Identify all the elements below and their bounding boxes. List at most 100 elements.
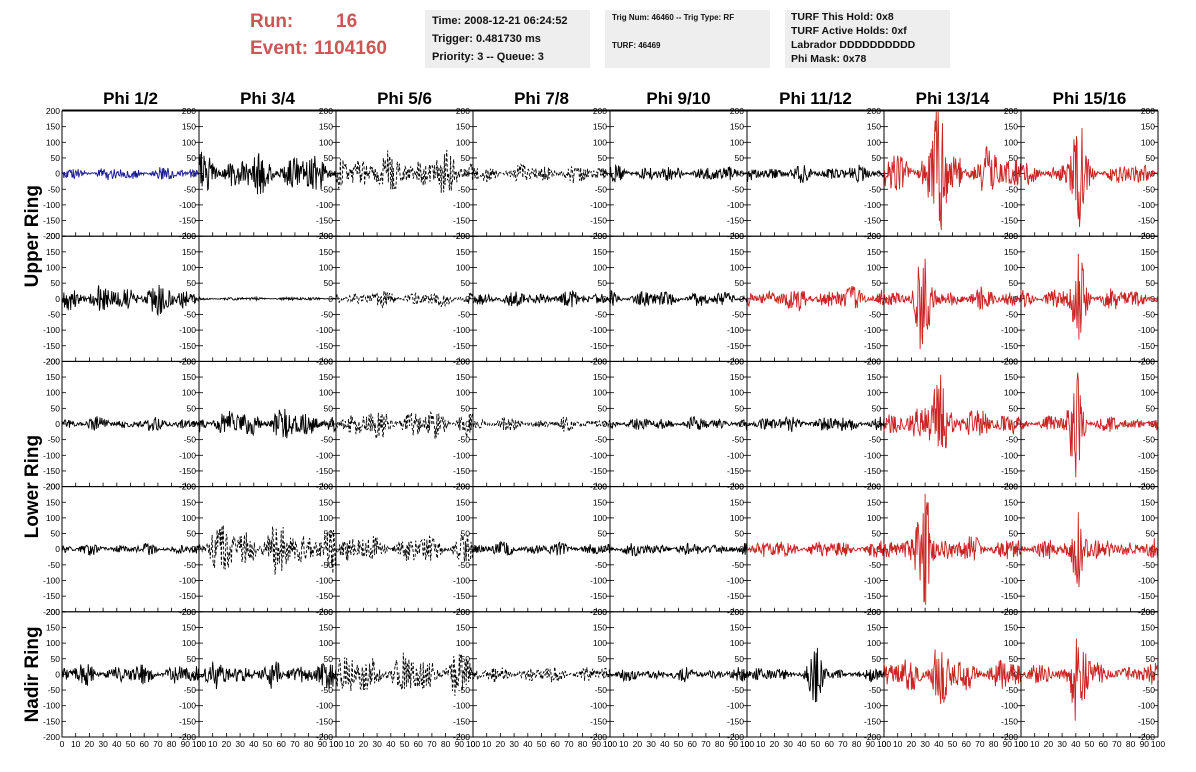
y-tick-label: -150 — [179, 216, 196, 226]
y-tick-label: -50 — [184, 435, 197, 445]
y-tick-label: 150 — [46, 497, 60, 507]
y-tick-label: -50 — [869, 309, 882, 319]
y-tick-label: 100 — [730, 263, 744, 273]
y-tick-label: -150 — [43, 466, 60, 476]
turf-text: TURF: 46469 — [612, 41, 661, 50]
y-tick-label: -50 — [1006, 685, 1019, 695]
ring-label: Upper Ring — [22, 185, 43, 287]
y-tick-label: -100 — [316, 200, 333, 210]
y-tick-label: -50 — [458, 685, 471, 695]
y-tick-label: -100 — [864, 325, 881, 335]
y-tick-label: 100 — [319, 513, 333, 523]
y-tick-label: -100 — [179, 576, 196, 586]
y-tick-label: 100 — [593, 137, 607, 147]
x-tick-label: 30 — [235, 739, 245, 749]
y-tick-label: -50 — [1006, 184, 1019, 194]
y-tick-label: 150 — [1141, 372, 1155, 382]
waveform-trace — [198, 661, 337, 690]
waveform-trace — [472, 289, 611, 308]
y-tick-label: 50 — [598, 654, 608, 664]
y-tick-label: -100 — [864, 200, 881, 210]
y-tick-label: -200 — [590, 732, 607, 742]
y-tick-label: 50 — [735, 153, 745, 163]
time-text: Time: 2008-12-21 06:24:52 — [432, 15, 568, 27]
phi-column-label: Phi 11/12 — [779, 89, 852, 108]
waveform-trace — [198, 295, 337, 302]
y-tick-label: 50 — [187, 403, 197, 413]
event-time-panel: Time: 2008-12-21 06:24:52 Trigger: 0.481… — [425, 10, 590, 68]
y-tick-label: -100 — [864, 701, 881, 711]
y-tick-label: 50 — [1009, 403, 1019, 413]
x-tick-label: 50 — [537, 739, 547, 749]
y-tick-label: 100 — [456, 263, 470, 273]
waveform-trace — [198, 151, 337, 195]
y-tick-label: 100 — [730, 388, 744, 398]
y-tick-label: 0 — [465, 419, 470, 429]
y-tick-label: -50 — [48, 184, 61, 194]
y-tick-label: -200 — [43, 607, 60, 617]
ring-label: Nadir Ring — [22, 626, 43, 722]
y-tick-label: 150 — [182, 247, 196, 257]
y-tick-label: 50 — [461, 654, 471, 664]
priority-text: Priority: 3 -- Queue: 3 — [432, 51, 544, 63]
y-tick-label: -150 — [727, 341, 744, 351]
trigger-text: Trigger: 0.481730 ms — [432, 33, 541, 45]
y-tick-label: 100 — [593, 513, 607, 523]
y-tick-label: 200 — [182, 607, 196, 617]
x-tick-label: 90 — [1003, 739, 1013, 749]
y-tick-label: 0 — [465, 294, 470, 304]
y-tick-label: -150 — [590, 716, 607, 726]
y-tick-label: 50 — [461, 153, 471, 163]
y-tick-label: -50 — [184, 685, 197, 695]
y-tick-label: -100 — [727, 450, 744, 460]
y-tick-label: 50 — [598, 529, 608, 539]
y-tick-label: 200 — [730, 607, 744, 617]
waveform-trace — [1020, 512, 1159, 588]
y-tick-label: -200 — [316, 732, 333, 742]
y-tick-label: -50 — [869, 685, 882, 695]
y-tick-label: 50 — [872, 403, 882, 413]
y-tick-label: 200 — [456, 231, 470, 241]
y-tick-label: -150 — [864, 466, 881, 476]
y-tick-label: 150 — [1004, 247, 1018, 257]
y-tick-label: -100 — [1001, 200, 1018, 210]
y-tick-label: -50 — [1143, 309, 1156, 319]
y-tick-label: 100 — [46, 638, 60, 648]
y-tick-label: -50 — [1143, 560, 1156, 570]
y-tick-label: -100 — [1001, 576, 1018, 586]
run-event-box: Run: 16 Event: 1104160 — [250, 8, 420, 62]
y-tick-label: -50 — [732, 184, 745, 194]
x-tick-label: 60 — [687, 739, 697, 749]
waveform-trace — [609, 415, 748, 431]
x-tick-label: 0 — [197, 739, 202, 749]
waveform-trace — [883, 258, 1022, 350]
y-tick-label: -150 — [43, 341, 60, 351]
waveform-trace — [61, 167, 200, 181]
y-tick-label: -50 — [321, 560, 334, 570]
y-tick-label: -150 — [864, 341, 881, 351]
y-tick-label: 50 — [461, 529, 471, 539]
x-tick-label: 10 — [893, 739, 903, 749]
y-tick-label: 50 — [187, 529, 197, 539]
y-tick-label: 200 — [1141, 231, 1155, 241]
x-tick-label: 30 — [646, 739, 656, 749]
x-tick-label: 10 — [619, 739, 629, 749]
x-tick-label: 50 — [1085, 739, 1095, 749]
y-tick-label: -150 — [179, 591, 196, 601]
y-tick-label: 50 — [324, 654, 334, 664]
y-tick-label: 150 — [867, 247, 881, 257]
x-tick-label: 80 — [715, 739, 725, 749]
x-tick-label: 10 — [1030, 739, 1040, 749]
x-tick-label: 70 — [564, 739, 574, 749]
y-tick-label: 50 — [187, 153, 197, 163]
x-tick-label: 90 — [729, 739, 739, 749]
y-tick-label: 200 — [1004, 482, 1018, 492]
y-tick-label: 50 — [51, 529, 61, 539]
y-tick-label: 100 — [456, 137, 470, 147]
y-tick-label: 150 — [867, 372, 881, 382]
y-tick-label: 150 — [730, 122, 744, 132]
y-tick-label: -100 — [1001, 450, 1018, 460]
y-tick-label: 200 — [730, 356, 744, 366]
y-tick-label: -100 — [453, 701, 470, 711]
y-tick-label: 200 — [1141, 356, 1155, 366]
